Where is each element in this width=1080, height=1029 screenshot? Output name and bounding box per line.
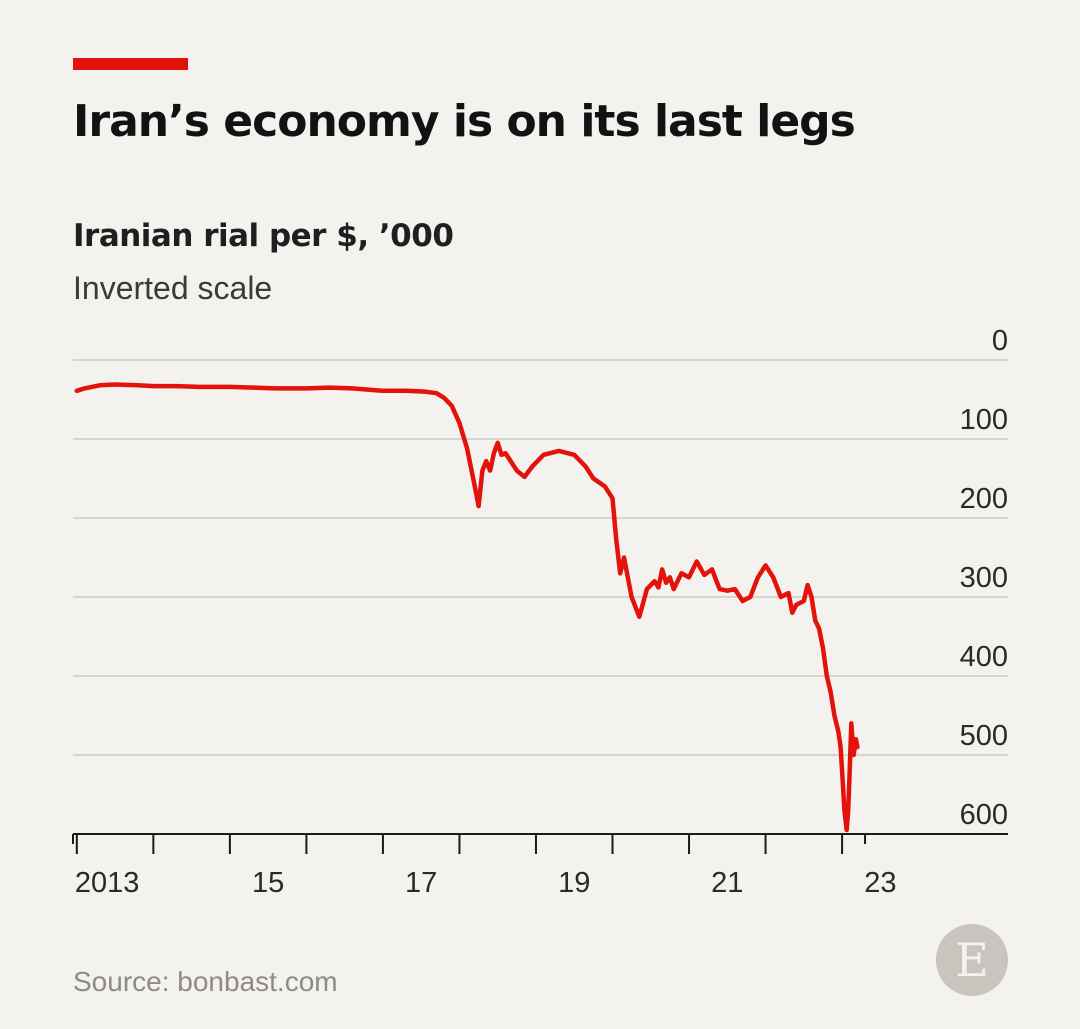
y-tick-label: 300: [960, 562, 1008, 594]
y-tick-label: 600: [960, 799, 1008, 831]
y-tick-label: 400: [960, 641, 1008, 673]
y-tick-label: 0: [992, 325, 1008, 357]
series-line: [74, 382, 860, 833]
chart-subtitle: Iranian rial per $, ’000: [73, 218, 454, 254]
chart-title: Iran’s economy is on its last legs: [73, 96, 856, 147]
source-note: Source: bonbast.com: [73, 966, 338, 997]
x-tick-label: 17: [405, 867, 437, 899]
economist-logo: E: [936, 924, 1008, 996]
x-tick-label: 23: [864, 867, 896, 899]
y-tick-label: 100: [960, 404, 1008, 436]
y-tick-label: 500: [960, 720, 1008, 752]
x-tick-label: 2013: [75, 867, 140, 899]
x-tick-label: 19: [558, 867, 590, 899]
accent-bar: [73, 58, 188, 70]
y-tick-label: 200: [960, 483, 1008, 515]
x-tick-label: 21: [711, 867, 743, 899]
scale-note: Inverted scale: [73, 270, 273, 306]
x-tick-label: 15: [252, 867, 284, 899]
